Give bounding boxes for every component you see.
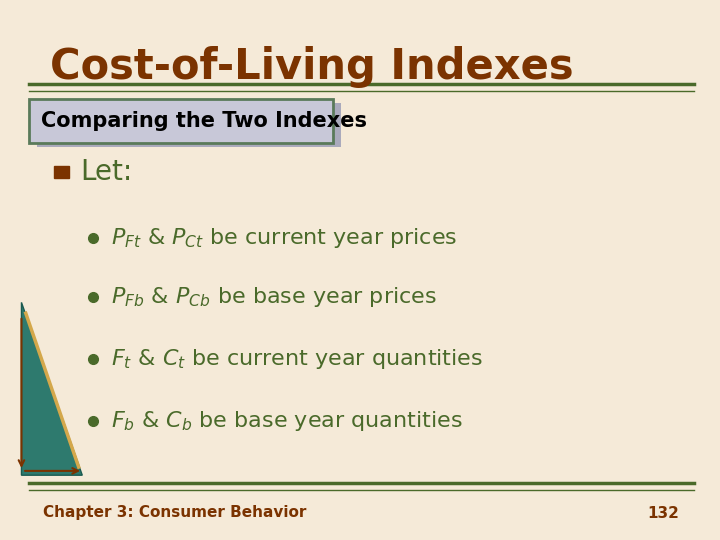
FancyBboxPatch shape <box>37 103 341 147</box>
Text: Cost-of-Living Indexes: Cost-of-Living Indexes <box>50 46 574 88</box>
Text: Let:: Let: <box>80 158 132 186</box>
Text: $P_{Fb}$ & $P_{Cb}$ be base year prices: $P_{Fb}$ & $P_{Cb}$ be base year prices <box>111 285 436 309</box>
Text: $F_t$ & $C_t$ be current year quantities: $F_t$ & $C_t$ be current year quantities <box>111 347 483 371</box>
Polygon shape <box>22 302 82 475</box>
FancyBboxPatch shape <box>29 99 333 143</box>
Text: Comparing the Two Indexes: Comparing the Two Indexes <box>42 111 367 131</box>
Bar <box>54 166 69 178</box>
Text: Chapter 3: Consumer Behavior: Chapter 3: Consumer Behavior <box>43 505 306 521</box>
Text: 132: 132 <box>648 505 680 521</box>
Text: $F_b$ & $C_b$ be base year quantities: $F_b$ & $C_b$ be base year quantities <box>111 409 462 433</box>
Text: $P_{Ft}$ & $P_{Ct}$ be current year prices: $P_{Ft}$ & $P_{Ct}$ be current year pric… <box>111 226 457 249</box>
